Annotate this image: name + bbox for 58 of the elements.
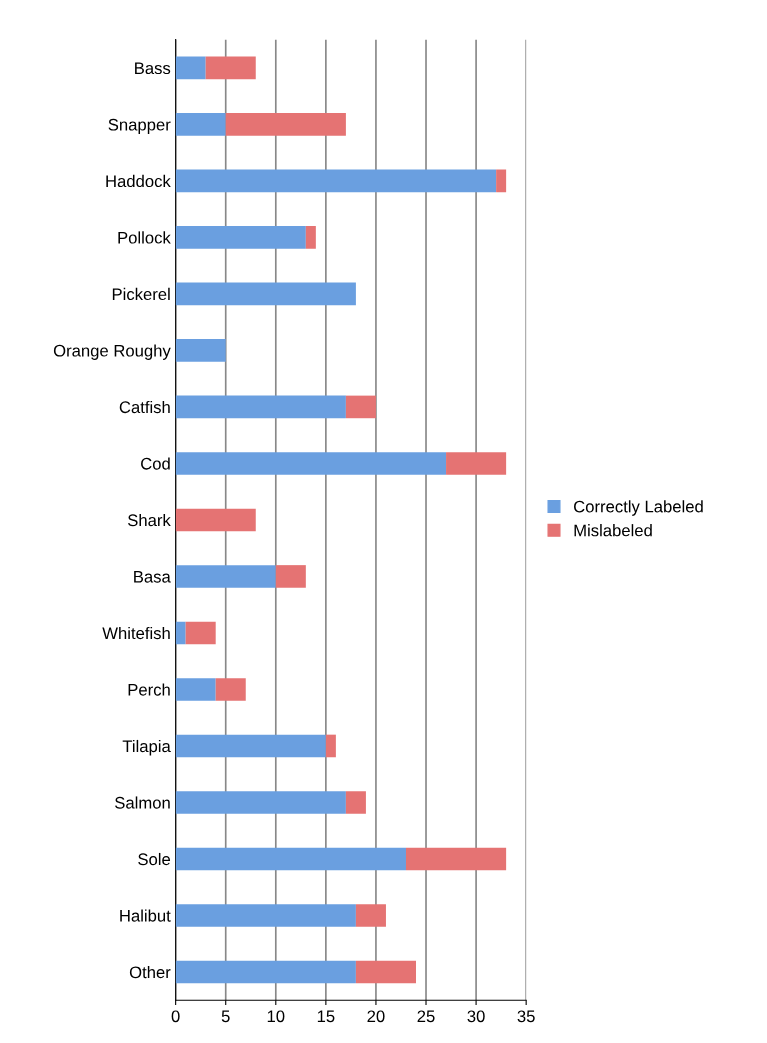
bar xyxy=(175,226,306,249)
y-tick-label: Snapper xyxy=(108,118,171,134)
y-tick-label: Haddock xyxy=(106,174,171,188)
x-tick-label: 0 xyxy=(171,1010,180,1023)
y-tick-label: Sole xyxy=(138,852,171,866)
bar xyxy=(175,113,226,136)
bar xyxy=(275,565,306,588)
bar xyxy=(185,621,216,645)
y-tick-label: Other xyxy=(129,965,171,979)
bar xyxy=(355,904,386,927)
bar xyxy=(175,339,226,362)
bar xyxy=(225,113,346,136)
y-tick-label: Catfish xyxy=(119,400,170,414)
bar xyxy=(175,508,256,532)
x-tick-label: 30 xyxy=(467,1010,485,1023)
y-tick-label: Basa xyxy=(134,571,171,583)
y-tick-label: Halibut xyxy=(120,909,171,922)
x-tick-label: 25 xyxy=(417,1010,435,1023)
bar xyxy=(175,621,186,645)
bar xyxy=(405,847,507,871)
x-tick-label: 20 xyxy=(367,1010,385,1023)
bar xyxy=(175,734,326,758)
bar xyxy=(175,452,447,475)
bar xyxy=(215,678,246,701)
bar xyxy=(175,395,346,419)
bar xyxy=(175,678,216,701)
y-tick-label: Shark xyxy=(128,513,171,527)
bar xyxy=(205,56,256,80)
y-tick-label: Orange Roughy xyxy=(53,344,171,360)
x-tick-label: 10 xyxy=(267,1010,285,1023)
bar xyxy=(175,904,356,927)
bar xyxy=(345,395,376,419)
bar xyxy=(175,791,346,814)
x-tick-label: 35 xyxy=(517,1010,535,1023)
bar xyxy=(355,960,416,984)
bar xyxy=(175,847,406,871)
bar xyxy=(345,791,366,814)
y-tick-label: Pickerel xyxy=(112,287,170,301)
legend-label: Correctly Labeled xyxy=(574,500,703,516)
bar xyxy=(496,169,507,193)
bar xyxy=(175,56,206,80)
y-tick-label: Salmon xyxy=(115,796,170,809)
bar xyxy=(175,565,276,588)
bar xyxy=(325,734,336,758)
y-tick-label: Tilapia xyxy=(122,739,171,756)
x-tick-label: 15 xyxy=(317,1010,335,1023)
bar xyxy=(446,452,507,475)
x-tick-label: 5 xyxy=(221,1010,230,1023)
bar xyxy=(175,960,356,984)
legend-label: Mislabeled xyxy=(574,524,652,537)
y-tick-label: Whitefish xyxy=(102,626,170,640)
y-tick-label: Perch xyxy=(128,683,170,696)
y-tick-label: Bass xyxy=(135,62,171,75)
bar xyxy=(305,226,316,249)
y-tick-label: Cod xyxy=(141,457,170,470)
bar xyxy=(175,169,497,193)
y-tick-label: Pollock xyxy=(118,231,171,244)
bar xyxy=(175,282,356,306)
